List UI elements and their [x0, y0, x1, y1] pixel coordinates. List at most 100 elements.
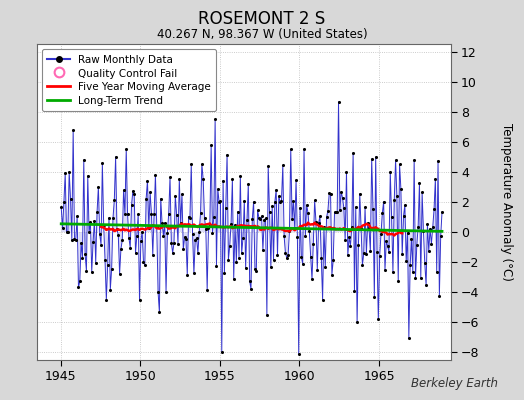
Text: 40.267 N, 98.367 W (United States): 40.267 N, 98.367 W (United States) — [157, 28, 367, 41]
Point — [129, 188, 137, 194]
Point — [386, 169, 395, 175]
Point — [381, 267, 389, 273]
Point — [112, 154, 120, 160]
Point — [256, 216, 265, 223]
Point — [98, 160, 106, 166]
Point — [70, 236, 79, 243]
Point — [346, 242, 355, 249]
Point — [423, 221, 432, 228]
Point — [192, 235, 201, 241]
Point — [299, 261, 307, 267]
Point — [308, 276, 316, 282]
Point — [307, 254, 315, 260]
Point — [215, 199, 223, 205]
Point — [342, 169, 351, 175]
Point — [190, 270, 198, 276]
Point — [313, 267, 322, 273]
Point — [247, 286, 255, 292]
Point — [418, 189, 427, 196]
Point — [280, 233, 288, 240]
Point — [345, 234, 353, 240]
Point — [402, 258, 410, 264]
Point — [412, 242, 421, 249]
Point — [254, 207, 262, 214]
Point — [285, 228, 293, 234]
Point — [204, 224, 213, 231]
Point — [304, 210, 312, 216]
Point — [72, 236, 80, 243]
Point — [240, 197, 248, 204]
Point — [210, 214, 218, 220]
Point — [255, 215, 263, 221]
Point — [370, 294, 378, 300]
Point — [107, 266, 116, 272]
Point — [200, 215, 209, 221]
Point — [237, 250, 246, 256]
Point — [427, 241, 435, 247]
Point — [251, 265, 259, 272]
Point — [389, 269, 397, 275]
Point — [232, 259, 241, 266]
Point — [61, 170, 69, 177]
Point — [198, 161, 206, 167]
Point — [167, 240, 176, 246]
Point — [352, 204, 360, 210]
Point — [208, 230, 216, 236]
Point — [132, 250, 140, 256]
Point — [137, 238, 145, 244]
Point — [175, 176, 183, 183]
Point — [69, 126, 78, 133]
Point — [245, 278, 254, 284]
Point — [376, 253, 384, 260]
Point — [264, 163, 272, 169]
Point — [216, 198, 225, 204]
Point — [202, 226, 210, 232]
Point — [142, 195, 150, 202]
Point — [172, 212, 181, 218]
Point — [310, 197, 319, 204]
Point — [410, 157, 418, 163]
Point — [110, 197, 118, 204]
Point — [230, 275, 238, 282]
Point — [430, 206, 438, 212]
Point — [438, 209, 446, 215]
Point — [224, 257, 233, 263]
Point — [396, 161, 404, 168]
Point — [366, 248, 375, 255]
Point — [118, 237, 126, 244]
Point — [379, 198, 388, 205]
Point — [340, 205, 348, 211]
Point — [362, 251, 370, 257]
Point — [86, 219, 95, 225]
Point — [239, 235, 247, 241]
Point — [222, 204, 230, 211]
Point — [259, 247, 267, 254]
Point — [243, 217, 251, 223]
Point — [406, 262, 414, 268]
Point — [328, 272, 336, 278]
Point — [182, 236, 190, 242]
Point — [373, 249, 381, 255]
Point — [77, 240, 85, 246]
Point — [58, 225, 67, 232]
Point — [367, 156, 376, 162]
Y-axis label: Temperature Anomaly (°C): Temperature Anomaly (°C) — [500, 123, 514, 281]
Point — [105, 215, 113, 221]
Point — [294, 351, 303, 357]
Point — [150, 210, 158, 217]
Point — [300, 146, 308, 152]
Point — [143, 178, 151, 184]
Point — [333, 209, 342, 216]
Point — [217, 349, 226, 356]
Point — [387, 214, 396, 220]
Point — [223, 151, 231, 158]
Point — [267, 264, 275, 270]
Point — [369, 206, 377, 212]
Point — [214, 186, 222, 192]
Point — [82, 268, 91, 274]
Point — [377, 231, 385, 237]
Point — [274, 252, 282, 258]
Point — [329, 257, 337, 264]
Point — [135, 297, 144, 303]
Point — [162, 288, 170, 295]
